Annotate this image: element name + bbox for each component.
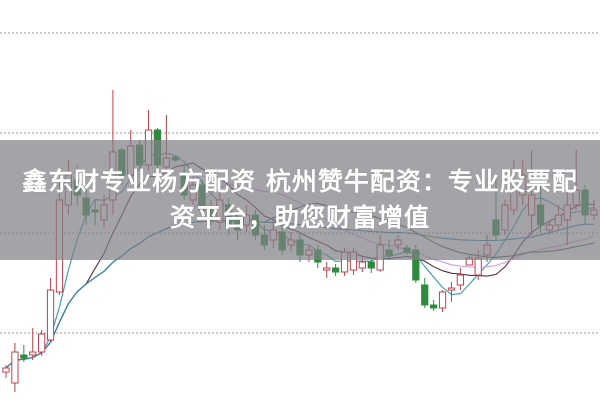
candle-body [2,367,10,373]
candle-body [332,267,340,273]
candle-body [447,287,456,291]
candle-body [323,267,331,271]
candle-body [358,261,366,269]
candle-body [474,257,482,276]
candle-body [456,274,464,286]
candle-body [438,291,447,309]
candle-body [430,304,438,309]
candle-body [20,354,28,359]
candle-body [11,351,19,384]
candle-body [367,261,375,269]
title-banner: 鑫东财专业杨方配资 杭州赞牛配资：专业股票配资平台，助您财富增值 [0,140,600,260]
candle-body [421,284,429,306]
candle-body [38,333,46,353]
banner-title: 鑫东财专业杨方配资 杭州赞牛配资：专业股票配资平台，助您财富增值 [22,167,578,232]
candle-body [29,351,37,356]
candle-body [46,289,55,341]
